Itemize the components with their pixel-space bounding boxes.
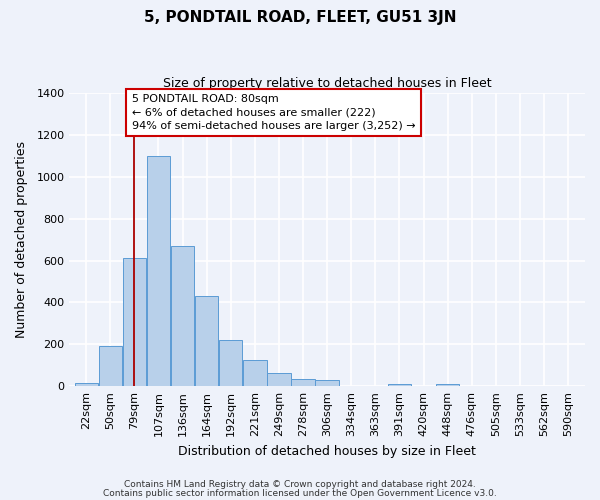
Text: Contains public sector information licensed under the Open Government Licence v3: Contains public sector information licen… bbox=[103, 489, 497, 498]
Text: 5, PONDTAIL ROAD, FLEET, GU51 3JN: 5, PONDTAIL ROAD, FLEET, GU51 3JN bbox=[144, 10, 456, 25]
Bar bbox=[388, 384, 411, 386]
Bar bbox=[74, 383, 98, 386]
Bar bbox=[147, 156, 170, 386]
Text: Contains HM Land Registry data © Crown copyright and database right 2024.: Contains HM Land Registry data © Crown c… bbox=[124, 480, 476, 489]
Bar bbox=[292, 379, 315, 386]
Bar bbox=[122, 258, 146, 386]
Text: 5 PONDTAIL ROAD: 80sqm
← 6% of detached houses are smaller (222)
94% of semi-det: 5 PONDTAIL ROAD: 80sqm ← 6% of detached … bbox=[132, 94, 416, 130]
Bar bbox=[316, 380, 339, 386]
Bar bbox=[219, 340, 242, 386]
Bar bbox=[171, 246, 194, 386]
X-axis label: Distribution of detached houses by size in Fleet: Distribution of detached houses by size … bbox=[178, 444, 476, 458]
Bar bbox=[267, 372, 290, 386]
Bar bbox=[195, 296, 218, 386]
Bar bbox=[98, 346, 122, 386]
Y-axis label: Number of detached properties: Number of detached properties bbox=[15, 141, 28, 338]
Bar bbox=[436, 384, 460, 386]
Title: Size of property relative to detached houses in Fleet: Size of property relative to detached ho… bbox=[163, 78, 491, 90]
Bar bbox=[243, 360, 266, 386]
